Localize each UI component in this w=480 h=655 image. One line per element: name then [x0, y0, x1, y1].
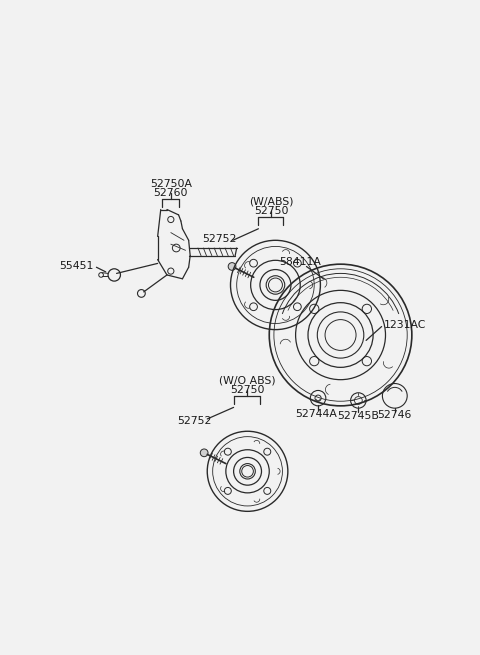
Text: 52750: 52750	[230, 384, 265, 395]
Text: 1231AC: 1231AC	[384, 320, 426, 330]
Text: 52752: 52752	[203, 234, 237, 244]
Text: 52750: 52750	[254, 206, 289, 216]
Circle shape	[200, 449, 208, 457]
Text: 52760: 52760	[154, 187, 188, 198]
Text: 52745B: 52745B	[337, 411, 379, 421]
Text: 52750A: 52750A	[150, 179, 192, 189]
Text: (W/O ABS): (W/O ABS)	[219, 375, 276, 385]
Text: 52746: 52746	[378, 410, 412, 420]
Text: 52744A: 52744A	[295, 409, 336, 419]
Circle shape	[228, 263, 236, 271]
Text: 55451: 55451	[59, 261, 93, 271]
Text: 58411A: 58411A	[279, 257, 321, 267]
Text: 52752: 52752	[178, 416, 212, 426]
Text: (W/ABS): (W/ABS)	[249, 196, 294, 207]
